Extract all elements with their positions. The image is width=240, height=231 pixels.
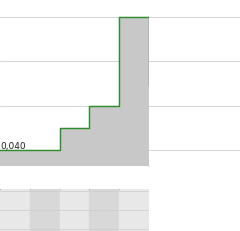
Bar bbox=[89, 187, 119, 231]
Bar bbox=[119, 187, 149, 231]
Text: 0,040: 0,040 bbox=[0, 142, 26, 151]
Bar bbox=[0, 187, 30, 231]
Bar bbox=[30, 187, 60, 231]
Bar bbox=[60, 187, 89, 231]
